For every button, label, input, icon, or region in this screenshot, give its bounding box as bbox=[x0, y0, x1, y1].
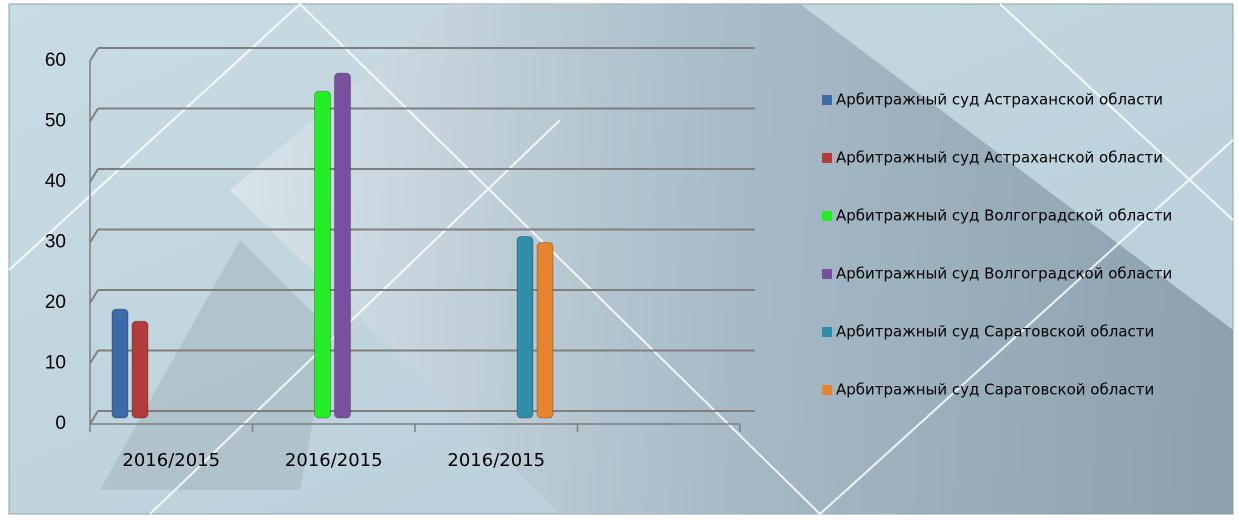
legend-swatch bbox=[822, 211, 832, 221]
legend-label: Арбитражный суд Астраханской области bbox=[836, 91, 1163, 109]
y-tick-label: 30 bbox=[45, 232, 66, 253]
background-statue bbox=[100, 240, 330, 490]
legend-label: Арбитражный суд Волгоградской области bbox=[836, 265, 1172, 283]
legend-swatch bbox=[822, 269, 832, 279]
grid-line-side bbox=[89, 47, 99, 62]
legend-swatch bbox=[822, 95, 832, 105]
background-photo bbox=[230, 4, 1233, 514]
grid-line-side bbox=[89, 289, 99, 304]
grid-line-side bbox=[89, 168, 99, 183]
y-tick-label: 50 bbox=[45, 111, 66, 132]
y-tick-label: 20 bbox=[45, 292, 66, 313]
bar bbox=[111, 308, 129, 419]
background-lines bbox=[8, 3, 1234, 515]
y-tick-label: 10 bbox=[45, 353, 66, 374]
legend-label: Арбитражный суд Саратовской области bbox=[836, 323, 1154, 341]
grid-line-side bbox=[89, 228, 99, 244]
legend-label: Арбитражный суд Астраханской области bbox=[836, 149, 1163, 167]
grid-line-side bbox=[89, 349, 99, 365]
bar bbox=[314, 90, 331, 419]
legend-label: Арбитражный суд Саратовской области bbox=[836, 381, 1154, 399]
x-tick-label: 2016/2015 bbox=[447, 450, 545, 471]
bar bbox=[516, 236, 534, 419]
legend-swatch bbox=[822, 153, 832, 163]
x-tick-label: 2016/2015 bbox=[122, 450, 220, 471]
legend-label: Арбитражный суд Волгоградской области bbox=[836, 207, 1172, 225]
legend-swatch bbox=[822, 327, 832, 337]
grid-line-side bbox=[89, 410, 99, 425]
bar bbox=[131, 320, 149, 419]
legend-swatch bbox=[822, 385, 832, 395]
x-tick-label: 2016/2015 bbox=[285, 450, 383, 471]
y-tick-label: 60 bbox=[45, 50, 66, 71]
bar bbox=[334, 72, 351, 419]
grid-line-side bbox=[89, 107, 99, 123]
y-tick-label: 40 bbox=[45, 171, 66, 192]
bar bbox=[536, 242, 554, 419]
y-tick-label: 0 bbox=[55, 413, 66, 434]
